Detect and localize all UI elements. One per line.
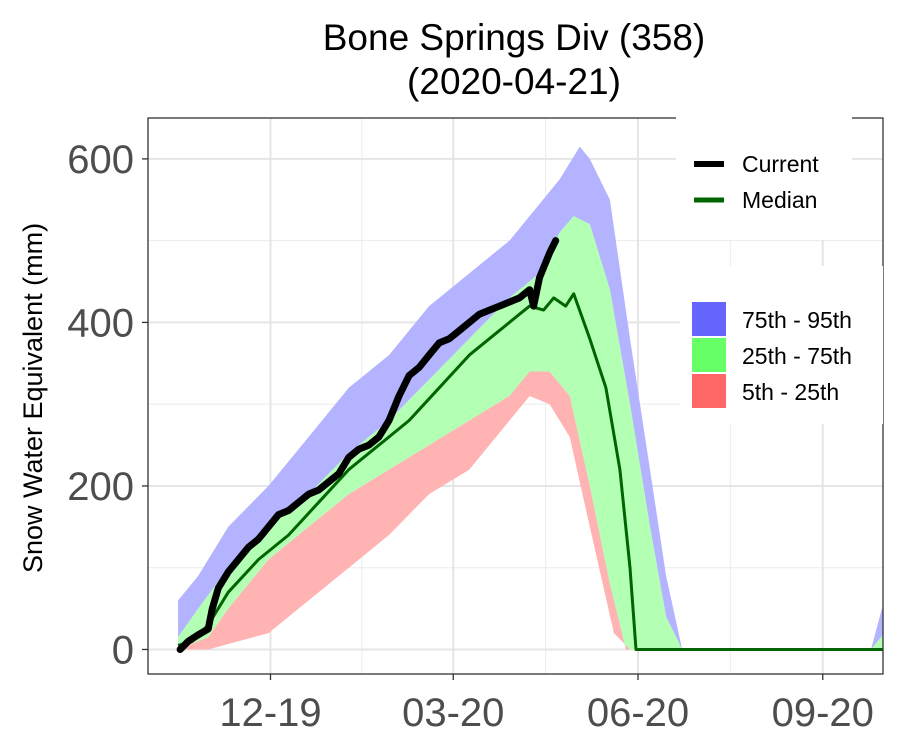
x-tick-label: 12-19 [219, 691, 321, 735]
data-lines [176, 237, 883, 653]
current-line [176, 237, 560, 653]
band-5-25 [178, 371, 884, 650]
chart-title-line2: (2020-04-21) [407, 61, 621, 102]
legend-current-label: Current [742, 151, 819, 177]
legend-5-25-label: 5th - 25th [742, 379, 839, 405]
x-axis-ticks: 12-19 03-20 06-20 09-20 [219, 674, 874, 735]
legend-25-75-swatch [692, 338, 726, 372]
y-tick-label: 200 [67, 465, 134, 509]
y-axis-label: Snow Water Equivalent (mm) [18, 223, 48, 573]
legend-5-25-swatch [692, 374, 726, 408]
x-tick-label: 09-20 [772, 691, 874, 735]
y-tick-label: 400 [67, 301, 134, 345]
y-tick-label: 0 [112, 628, 134, 672]
median-line [177, 292, 883, 651]
legend-median-label: Median [742, 187, 817, 213]
chart-title-line1: Bone Springs Div (358) [323, 17, 706, 58]
legend-bands: 75th - 95th 25th - 75th 5th - 25th [680, 266, 883, 424]
legend-25-75-label: 25th - 75th [742, 343, 852, 369]
legend-75-95-swatch [692, 302, 726, 336]
legend-75-95-label: 75th - 95th [742, 307, 852, 333]
y-axis-ticks: 0 200 400 600 [67, 138, 148, 672]
y-tick-label: 600 [67, 138, 134, 182]
x-tick-label: 06-20 [587, 691, 689, 735]
x-tick-label: 03-20 [402, 691, 504, 735]
band-75-95 [178, 146, 884, 650]
legend-lines: Current Median [676, 110, 852, 240]
legend-lines-background [676, 110, 852, 240]
